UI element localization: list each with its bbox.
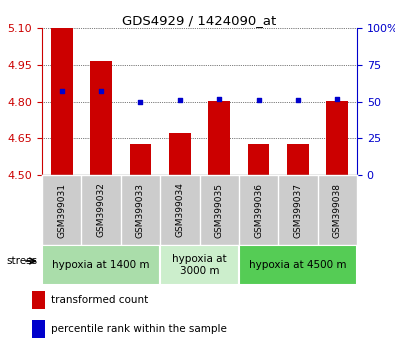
- Text: stress: stress: [6, 256, 38, 266]
- Bar: [160, 245, 239, 285]
- Text: hypoxia at 4500 m: hypoxia at 4500 m: [249, 260, 347, 270]
- Point: [58, 88, 65, 94]
- Bar: [32, 320, 45, 338]
- Bar: [248, 144, 269, 175]
- Bar: [51, 28, 73, 175]
- Text: GSM399033: GSM399033: [136, 183, 145, 238]
- Text: transformed count: transformed count: [51, 295, 149, 305]
- Title: GDS4929 / 1424090_at: GDS4929 / 1424090_at: [122, 14, 276, 27]
- Bar: [239, 245, 357, 285]
- Text: hypoxia at 1400 m: hypoxia at 1400 m: [52, 260, 150, 270]
- Point: [295, 97, 301, 103]
- Text: GSM399034: GSM399034: [175, 183, 184, 238]
- Text: GSM399035: GSM399035: [215, 183, 224, 238]
- Bar: [32, 291, 45, 309]
- Text: GSM399032: GSM399032: [96, 183, 105, 238]
- Bar: [169, 133, 191, 175]
- Point: [216, 96, 222, 101]
- Point: [334, 96, 340, 101]
- Bar: [208, 102, 230, 175]
- Text: GSM399038: GSM399038: [333, 183, 342, 238]
- Bar: [327, 102, 348, 175]
- Text: GSM399037: GSM399037: [293, 183, 303, 238]
- Bar: [90, 61, 112, 175]
- Point: [256, 97, 262, 103]
- Text: percentile rank within the sample: percentile rank within the sample: [51, 324, 227, 334]
- Text: hypoxia at
3000 m: hypoxia at 3000 m: [172, 254, 227, 276]
- Point: [98, 88, 104, 94]
- Bar: [42, 245, 160, 285]
- Point: [177, 97, 183, 103]
- Bar: [287, 144, 309, 175]
- Point: [137, 99, 144, 104]
- Bar: [130, 144, 151, 175]
- Text: GSM399031: GSM399031: [57, 183, 66, 238]
- Text: GSM399036: GSM399036: [254, 183, 263, 238]
